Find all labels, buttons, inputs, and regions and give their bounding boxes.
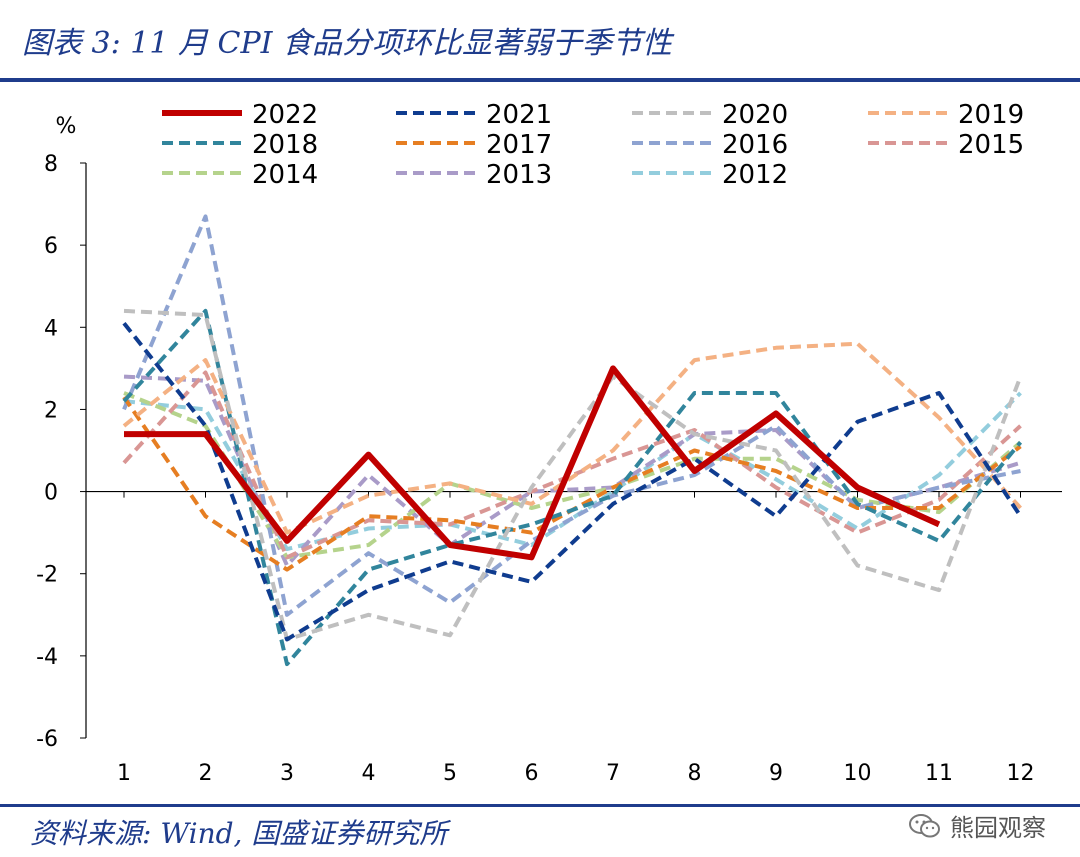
series-line-2014 — [123, 391, 1022, 560]
legend-label-2020: 2020 — [722, 100, 788, 130]
series-line-2022 — [124, 365, 941, 561]
x-tick-label: 5 — [443, 761, 457, 786]
watermark: 熊园观察 — [908, 808, 1046, 843]
legend-label-2018: 2018 — [252, 130, 318, 160]
series-line-2018 — [122, 308, 1023, 667]
source-note: 资料来源: Wind, 国盛证券研究所 — [30, 817, 448, 850]
y-tick-label: -4 — [36, 645, 58, 670]
footer-divider — [0, 804, 1080, 807]
y-tick-label: 0 — [44, 481, 58, 506]
y-tick-label: -6 — [36, 727, 58, 752]
x-tick-label: 10 — [844, 761, 872, 786]
wechat-icon — [909, 813, 940, 837]
legend-label-2017: 2017 — [486, 130, 552, 160]
legend-label-2021: 2021 — [486, 100, 552, 130]
x-tick-label: 3 — [280, 761, 294, 786]
legend-label-2019: 2019 — [958, 100, 1024, 130]
x-tick-label: 6 — [525, 761, 539, 786]
y-tick-label: 6 — [44, 234, 58, 259]
y-tick-label: 2 — [44, 398, 58, 423]
title-divider — [0, 78, 1080, 82]
series-line-2019 — [122, 341, 1022, 535]
x-tick-label: 1 — [117, 761, 131, 786]
y-tick-label: -2 — [36, 563, 58, 588]
legend-label-2016: 2016 — [722, 130, 788, 160]
series-line-2021 — [122, 321, 1023, 642]
x-tick-label: 12 — [1007, 761, 1035, 786]
x-tick-label: 2 — [199, 761, 213, 786]
y-tick-label: 4 — [44, 316, 58, 341]
chart-title: 图表 3: 11 月 CPI 食品分项环比显著弱于季节性 — [22, 26, 673, 61]
series-line-2020 — [123, 308, 1023, 642]
x-tick-label: 7 — [606, 761, 620, 786]
x-tick-label: 11 — [925, 761, 953, 786]
legend-label-2012: 2012 — [722, 160, 788, 190]
series-line-2016 — [122, 214, 1021, 617]
x-tick-label: 4 — [362, 761, 376, 786]
y-axis-unit: % — [56, 114, 77, 139]
x-tick-label: 9 — [769, 761, 783, 786]
legend-label-2015: 2015 — [958, 130, 1024, 160]
legend-label-2013: 2013 — [486, 160, 552, 190]
watermark-text: 熊园观察 — [950, 814, 1046, 842]
x-tick-label: 8 — [688, 761, 702, 786]
series-line-2013 — [123, 374, 1022, 568]
legend-label-2014: 2014 — [252, 160, 318, 190]
y-tick-label: 8 — [44, 152, 58, 177]
legend-label-2022: 2022 — [252, 100, 318, 130]
